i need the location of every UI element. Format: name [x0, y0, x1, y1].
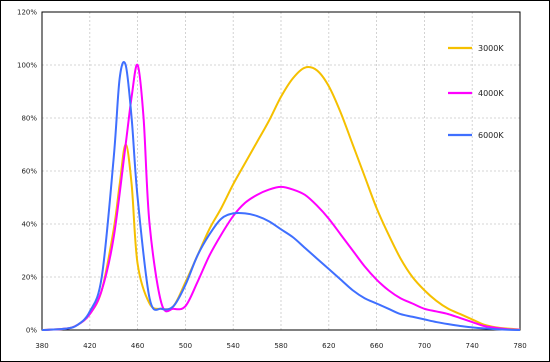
- y-tick-label: 40%: [21, 221, 37, 229]
- x-tick-label: 500: [179, 342, 192, 350]
- series-line-6000k: [41, 61, 521, 331]
- x-tick-label: 620: [322, 342, 335, 350]
- y-tick-label: 100%: [17, 62, 37, 70]
- x-tick-label: 380: [35, 342, 48, 350]
- legend-label-4000k: 4000K: [478, 89, 504, 98]
- y-tick-label: 80%: [21, 115, 37, 123]
- y-tick-label: 0%: [26, 327, 37, 335]
- x-tick-label: 580: [274, 342, 287, 350]
- legend-label-3000k: 3000K: [478, 44, 504, 53]
- plot-area: [41, 11, 521, 331]
- y-tick-label: 60%: [21, 168, 37, 176]
- x-tick-label: 420: [83, 342, 96, 350]
- x-tick-label: 780: [513, 342, 526, 350]
- x-axis: 380 420 460 500 540 580 620 660 700 740 780: [35, 342, 526, 350]
- legend-label-6000k: 6000K: [478, 131, 504, 140]
- x-tick-label: 740: [466, 342, 479, 350]
- y-tick-label: 120%: [17, 9, 37, 17]
- legend: 3000K 4000K 6000K: [448, 44, 504, 140]
- x-tick-label: 460: [131, 342, 144, 350]
- x-tick-label: 700: [418, 342, 431, 350]
- y-tick-label: 20%: [21, 274, 37, 282]
- x-tick-label: 660: [370, 342, 383, 350]
- x-tick-label: 540: [227, 342, 240, 350]
- series-lines: [41, 61, 521, 331]
- y-axis: 0% 20% 40% 60% 80% 100% 120%: [17, 9, 37, 335]
